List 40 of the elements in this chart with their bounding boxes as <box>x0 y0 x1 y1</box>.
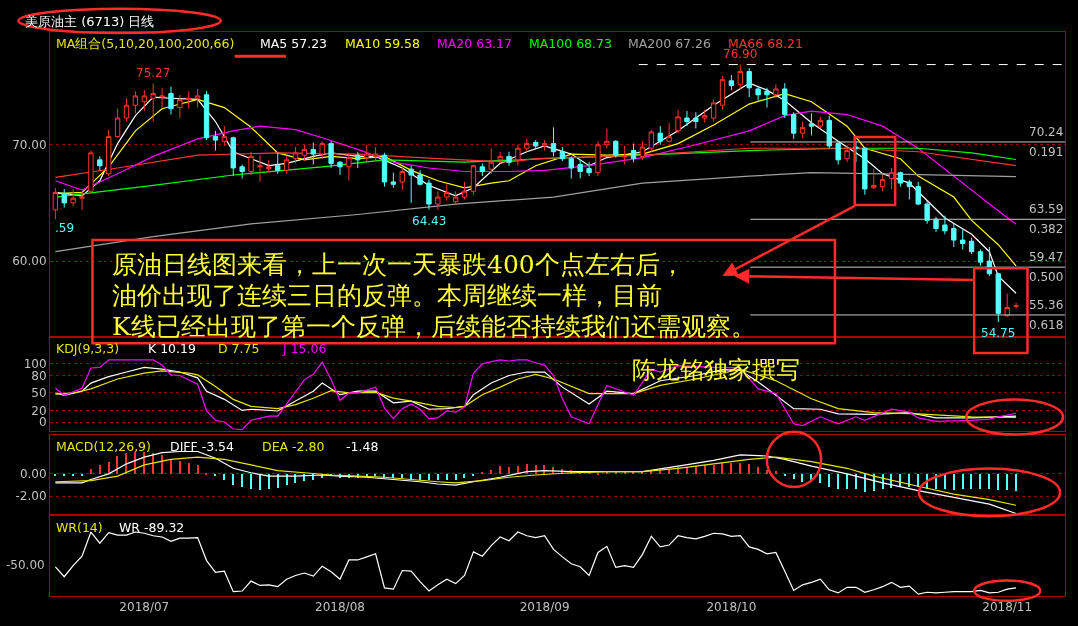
x-tick-label: 2018/09 <box>519 600 570 615</box>
annotation: 64.43 <box>412 214 447 228</box>
series-label: DIFF -3.54 <box>170 439 235 454</box>
annotation: .59 <box>55 221 75 235</box>
y-tick-label: 0.00 <box>19 467 47 482</box>
ref-line-label: 55.36 0.618 <box>1029 298 1064 332</box>
x-tick-label: 2018/08 <box>315 600 365 615</box>
text: MA5 57.23 <box>260 36 328 51</box>
ref-line-label: 70.24 0.191 <box>1029 125 1064 159</box>
text: -50.00 <box>6 558 45 572</box>
annotation: 75.27 <box>136 66 171 80</box>
text: MA200 67.26 <box>628 36 711 51</box>
series-label: DEA -2.80 <box>262 439 325 454</box>
annotation: -1.48 <box>346 439 379 454</box>
ref-line-label: 63.59 0.382 <box>1029 202 1064 236</box>
y-tick-label: 20 <box>31 403 47 418</box>
text: MA100 68.73 <box>529 36 612 51</box>
series-label: J 15.06 <box>282 341 327 356</box>
y-tick-label: 50 <box>31 386 47 401</box>
y-tick-label: -2.00 <box>15 489 47 504</box>
series-label: WR -89.32 <box>119 520 185 535</box>
text: MA10 59.58 <box>345 36 421 51</box>
annotation: 原油日线图来看，上一次一天暴跌400个点左右后， <box>112 250 685 279</box>
text: D 7.75 <box>218 341 260 356</box>
series-label: K 10.19 <box>148 341 196 356</box>
x-tick-label: 2018/11 <box>982 600 1033 615</box>
y-tick-label: 70.00 <box>12 137 47 152</box>
annotation: K线已经出现了第一个反弹，后续能否持续我们还需观察。 <box>112 312 756 341</box>
chart-title: KDJ(9,3,3) <box>56 341 120 356</box>
y-tick-label: 0 <box>38 415 47 430</box>
chart-title: WR(14) <box>56 520 103 535</box>
x-tick-label: 2018/07 <box>119 600 170 615</box>
chart-title: 美原油主 (6713) 日线 <box>25 14 155 29</box>
x-tick-label: 2018/10 <box>706 600 757 615</box>
chart-subtitle: MA组合(5,10,20,100,200,66) <box>56 36 235 51</box>
ref-line-label: 59.47 0.500 <box>1029 250 1064 284</box>
y-tick-label: 60.00 <box>12 254 47 269</box>
chart-title: MACD(12,26,9) <box>56 439 151 454</box>
text: MA20 63.17 <box>437 36 512 51</box>
annotation: 油价出现了连续三日的反弹。本周继续一样，目前 <box>112 281 662 310</box>
